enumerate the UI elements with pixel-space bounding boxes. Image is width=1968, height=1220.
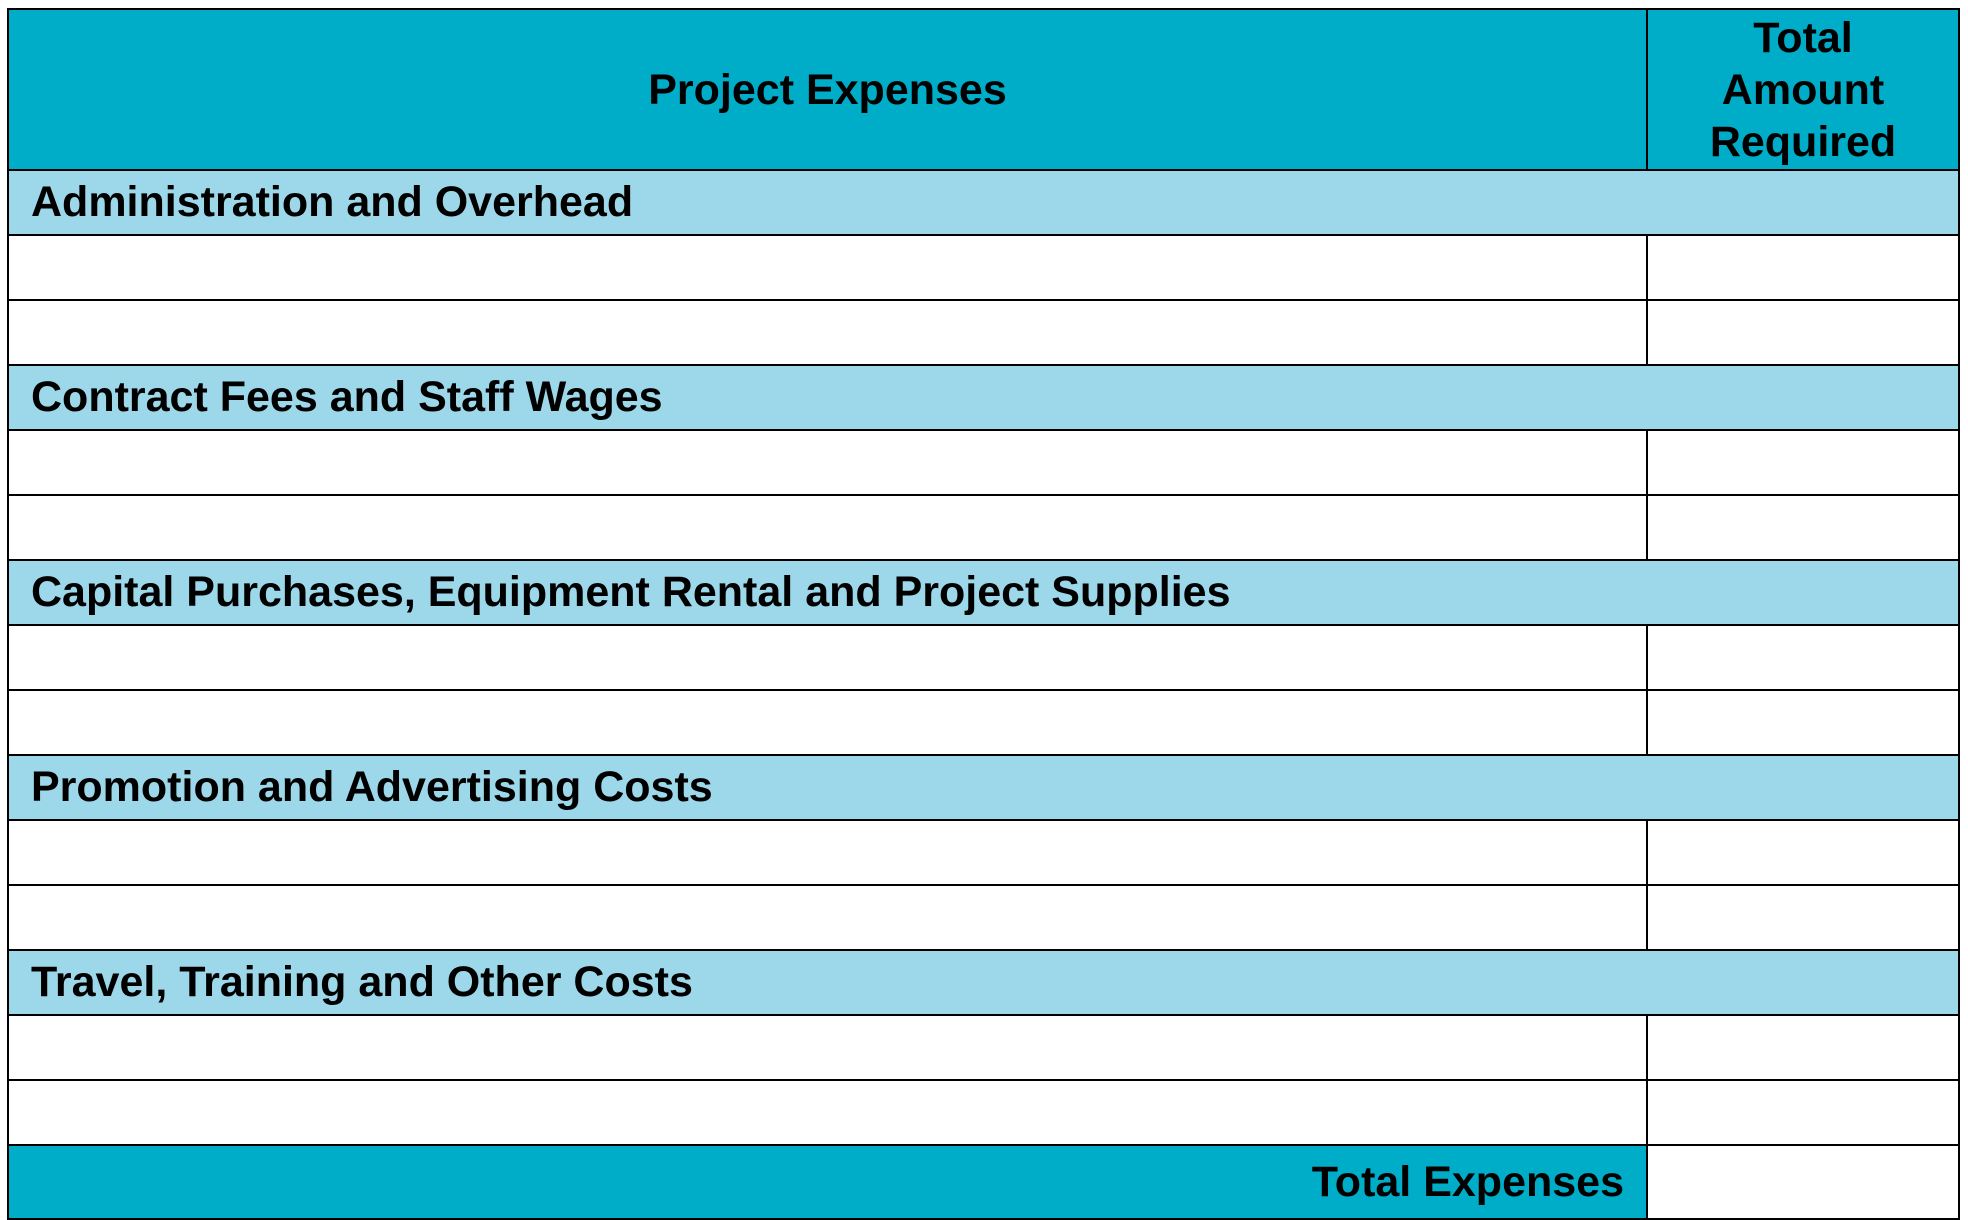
- amount-cell: [1646, 689, 1960, 756]
- entry-row: [7, 624, 1960, 691]
- entry-row: [7, 819, 1960, 886]
- section-title: Administration and Overhead: [7, 169, 1960, 236]
- entry-row: [7, 884, 1960, 951]
- amount-cell: [1646, 884, 1960, 951]
- entry-cell: [7, 429, 1648, 496]
- entry-row: [7, 689, 1960, 756]
- header-cell: Total Amount Required: [1646, 8, 1960, 171]
- amount-cell: [1646, 819, 1960, 886]
- entry-cell: [7, 884, 1648, 951]
- section-row: Administration and Overhead: [7, 169, 1960, 236]
- amount-cell: [1646, 624, 1960, 691]
- section-title: Promotion and Advertising Costs: [7, 754, 1960, 821]
- total-label: Total Expenses: [7, 1144, 1648, 1220]
- entry-row: [7, 429, 1960, 496]
- section-title: Travel, Training and Other Costs: [7, 949, 1960, 1016]
- amount-cell: [1646, 234, 1960, 301]
- amount-cell: [1646, 429, 1960, 496]
- total-amount-cell: [1646, 1144, 1960, 1220]
- section-row: Contract Fees and Staff Wages: [7, 364, 1960, 431]
- entry-row: [7, 1014, 1960, 1081]
- header-row: Project Expenses Total Amount Required: [7, 8, 1960, 171]
- header-cell: Project Expenses: [7, 8, 1648, 171]
- entry-cell: [7, 819, 1648, 886]
- entry-row: [7, 234, 1960, 301]
- entry-cell: [7, 689, 1648, 756]
- amount-cell: [1646, 1014, 1960, 1081]
- page: Project Expenses Total Amount Required A…: [7, 8, 1960, 1220]
- section-row: Capital Purchases, Equipment Rental and …: [7, 559, 1960, 626]
- section-row: Travel, Training and Other Costs: [7, 949, 1960, 1016]
- entry-cell: [7, 299, 1648, 366]
- entry-cell: [7, 1014, 1648, 1081]
- amount-cell: [1646, 1079, 1960, 1146]
- amount-cell: [1646, 299, 1960, 366]
- section-title: Contract Fees and Staff Wages: [7, 364, 1960, 431]
- entry-cell: [7, 624, 1648, 691]
- entry-row: [7, 494, 1960, 561]
- entry-row: [7, 299, 1960, 366]
- entry-row: [7, 1079, 1960, 1146]
- entry-cell: [7, 494, 1648, 561]
- section-title: Capital Purchases, Equipment Rental and …: [7, 559, 1960, 626]
- amount-cell: [1646, 494, 1960, 561]
- table-body: Project Expenses Total Amount Required A…: [7, 8, 1960, 1220]
- entry-cell: [7, 1079, 1648, 1146]
- section-row: Promotion and Advertising Costs: [7, 754, 1960, 821]
- total-row: Total Expenses: [7, 1144, 1960, 1220]
- expense-table: Project Expenses Total Amount Required A…: [7, 8, 1960, 1220]
- entry-cell: [7, 234, 1648, 301]
